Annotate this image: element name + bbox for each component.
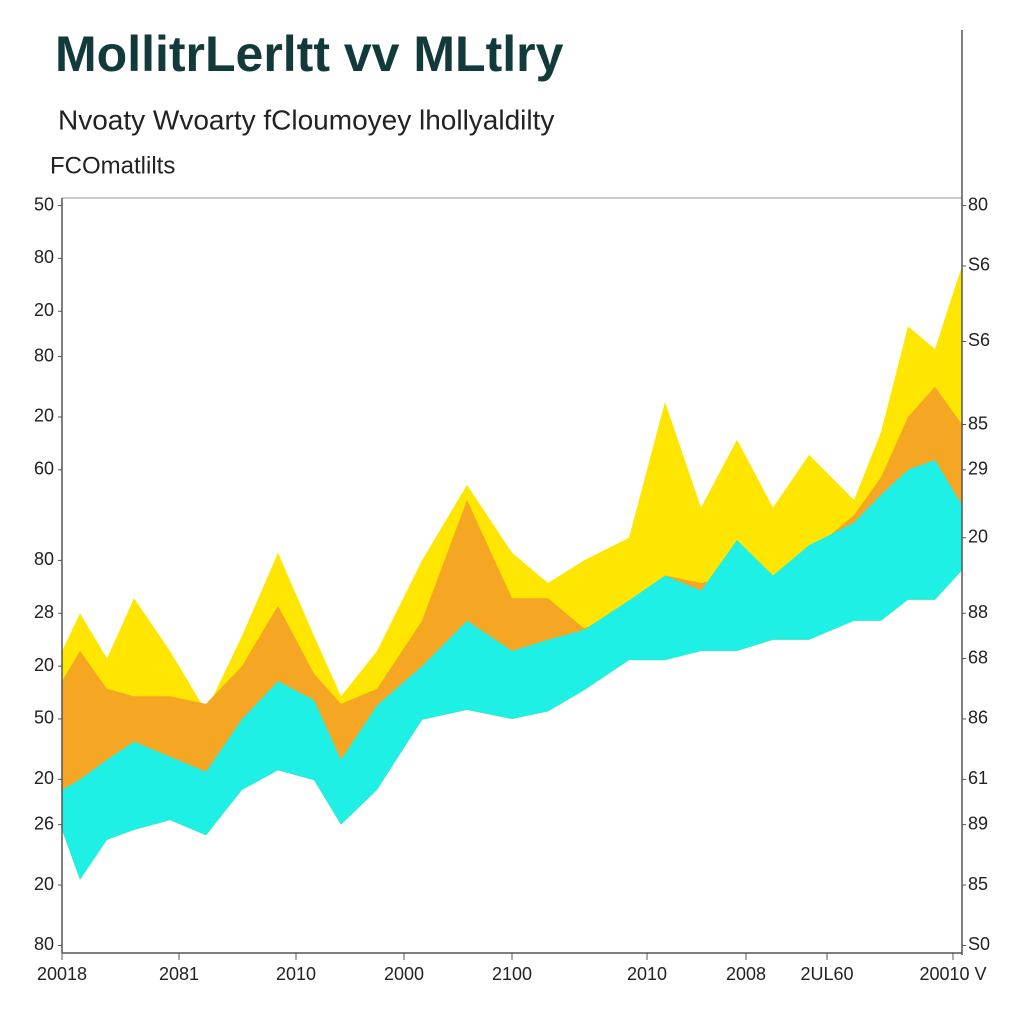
- y-tick-label: 20: [34, 300, 54, 320]
- x-tick-label: 20010 V: [919, 964, 986, 984]
- x-tick-label: 2081: [159, 964, 199, 984]
- y-tick-label: 80: [34, 345, 54, 365]
- y2-tick-label: S6: [968, 255, 990, 275]
- area-band: [62, 460, 962, 880]
- y-axis-label: FCOmatlilts: [50, 152, 175, 179]
- y2-tick-label: 29: [968, 459, 988, 479]
- y2-tick-label: 80: [968, 194, 988, 214]
- x-tick-label: 2100: [492, 964, 532, 984]
- chart-subtitle: Nvoaty Wvoarty fCloumoyey lhollyaldilty: [58, 104, 554, 135]
- y-tick-label: 20: [34, 655, 54, 675]
- y-tick-label: 80: [34, 247, 54, 267]
- y-tick-label: 80: [34, 549, 54, 569]
- x-tick-label: 2008: [726, 964, 766, 984]
- y2-tick-label: 85: [968, 874, 988, 894]
- y2-tick-label: 61: [968, 768, 988, 788]
- y2-tick-label: 88: [968, 602, 988, 622]
- y-tick-label: 60: [34, 459, 54, 479]
- x-tick-label: 2010: [627, 964, 667, 984]
- y-tick-label: 26: [34, 813, 54, 833]
- y-tick-label: 50: [34, 708, 54, 728]
- y2-tick-label: 68: [968, 647, 988, 667]
- y2-tick-label: 89: [968, 813, 988, 833]
- y-tick-label: 50: [34, 194, 54, 214]
- y-tick-label: 20: [34, 874, 54, 894]
- y2-tick-label: 86: [968, 708, 988, 728]
- chart-title: MollitrLerltt vv MLtlry: [55, 26, 564, 82]
- x-tick-label: 2000: [384, 964, 424, 984]
- x-tick-label: 20018: [37, 964, 87, 984]
- y-tick-label: 20: [34, 768, 54, 788]
- y2-tick-label: S0: [968, 934, 990, 954]
- x-tick-label: 2UL60: [800, 964, 853, 984]
- y-tick-label: 80: [34, 934, 54, 954]
- y2-tick-label: 20: [968, 527, 988, 547]
- y2-tick-label: 85: [968, 413, 988, 433]
- plot-area: [62, 265, 962, 880]
- y-tick-label: 28: [34, 602, 54, 622]
- y-tick-label: 20: [34, 406, 54, 426]
- y2-tick-label: S6: [968, 330, 990, 350]
- x-tick-label: 2010: [276, 964, 316, 984]
